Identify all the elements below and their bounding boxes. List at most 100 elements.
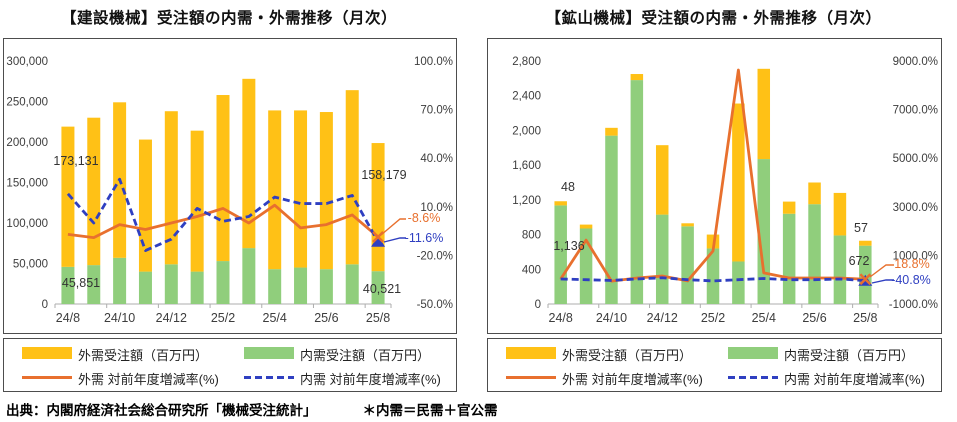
bar-segment: [242, 248, 256, 304]
right-axis-tick: 3000.0%: [893, 202, 938, 214]
left-axis-tick: 0: [535, 299, 541, 311]
legend-label-domestic-yoy: 内需 対前年度増減率(%): [300, 372, 441, 387]
x-axis-label: 24/10: [104, 311, 135, 325]
legend-label-foreign-yoy: 外需 対前年度増減率(%): [78, 372, 219, 387]
bar-segment: [138, 271, 152, 304]
data-label: 45,851: [62, 276, 100, 290]
left-axis-tick: 800: [522, 230, 541, 242]
left-axis-tick: 50,000: [13, 259, 48, 271]
left-axis-tick: 2,000: [512, 125, 541, 137]
mining-combo-chart: 0 400 800 1,200 1,600 2,000 2,400 2,800 -1000.0%…: [512, 56, 938, 325]
bar-segment: [681, 223, 694, 227]
x-axis-label: 25/8: [853, 311, 877, 325]
line-series: [66, 177, 380, 252]
bar-segment: [732, 103, 745, 262]
bar-segment: [757, 159, 771, 304]
data-label: -11.6%: [405, 231, 444, 245]
x-axis-label: 25/4: [263, 311, 287, 325]
bar-segment: [706, 248, 720, 304]
left-axis-tick: 150,000: [6, 178, 48, 190]
left-axis-tick: 2,800: [512, 56, 541, 68]
x-axis-label: 25/2: [701, 311, 725, 325]
bar-segment: [808, 204, 821, 304]
bar-segment: [371, 143, 385, 272]
legend-swatch-foreign-bar: [22, 347, 72, 359]
bar-segment: [833, 235, 847, 304]
line-series: [67, 203, 379, 239]
bar-segment: [164, 264, 178, 304]
bar-segment: [242, 78, 256, 249]
construction-combo-chart: 0 50,000 100,000 150,000 200,000 250,000 300,0…: [6, 56, 453, 325]
data-label: 18.8%: [894, 257, 929, 271]
legend-swatch-foreign-bar: [506, 347, 556, 359]
data-label: 48: [561, 180, 575, 194]
right-axis-tick: 9000.0%: [893, 56, 938, 68]
right-axis-tick: 1000.0%: [893, 250, 938, 262]
legend-swatch-domestic-bar: [728, 347, 778, 359]
left-axis-tick: 200,000: [6, 137, 48, 149]
chart-area-construction: 0 50,000 100,000 150,000 200,000 250,000 300,0…: [3, 38, 457, 334]
leader-line: [383, 237, 406, 243]
data-label: -8.6%: [408, 211, 441, 225]
chart-title-mining: 【鉱山機械】受注額の内需・外需推移（月次）: [545, 10, 882, 27]
x-axis-label: 24/10: [596, 311, 627, 325]
data-label: 672: [849, 254, 870, 268]
right-axis-tick: 10.0%: [420, 202, 453, 214]
left-axis-tick: 300,000: [6, 56, 48, 68]
bar-segment: [732, 261, 745, 304]
legend-swatch-domestic-line: [728, 376, 778, 379]
right-axis-tick: -20.0%: [417, 250, 453, 262]
right-axis-tick: 100.0%: [414, 56, 453, 68]
left-axis-tick: 0: [42, 299, 48, 311]
bar-segment: [345, 264, 359, 304]
legend-construction: 外需受注額（百万円） 内需受注額（百万円） 外需 対前年度増減率(%) 内需 対…: [3, 338, 457, 392]
bar-segment: [605, 127, 618, 136]
bar-segment: [164, 111, 178, 265]
source-note-row: 出典：内閣府経済社会総合研究所「機械受注統計」 ＊内需＝民需＋官公需: [6, 399, 498, 419]
bar-segment: [782, 201, 796, 214]
legend-swatch-foreign-line: [22, 376, 72, 379]
bar-segment: [630, 80, 644, 304]
bar-segment: [681, 226, 694, 304]
bar-segment: [294, 110, 308, 268]
data-label: 1,136: [553, 239, 584, 253]
bar-segment: [294, 267, 308, 304]
source-text: 出典：内閣府経済社会総合研究所「機械受注統計」: [6, 403, 317, 418]
data-label: -40.8%: [891, 273, 931, 287]
bar-segment: [554, 201, 567, 206]
left-axis-tick: 250,000: [6, 97, 48, 109]
legend-label-domestic-orders: 内需受注額（百万円）: [784, 348, 915, 363]
legend-label-domestic-yoy: 内需 対前年度増減率(%): [784, 372, 925, 387]
leader-line: [869, 264, 894, 278]
legend-swatch-foreign-line: [506, 376, 556, 379]
bar-segment: [138, 139, 152, 272]
legend-swatch-domestic-line: [244, 376, 294, 379]
line-series: [560, 276, 866, 283]
data-label: 57: [854, 221, 868, 235]
bar-segment: [87, 117, 101, 266]
leader-line: [380, 218, 406, 236]
chart-title-construction: 【建設機械】受注額の内需・外需推移（月次）: [60, 10, 397, 27]
bar-segment: [782, 213, 796, 304]
bar-segment: [605, 135, 618, 304]
bar-segment: [216, 95, 230, 262]
end-marker-triangle: [371, 235, 386, 247]
bar-segment: [61, 266, 75, 304]
left-axis-tick: 1,600: [512, 160, 541, 172]
end-marker-x: [859, 273, 872, 286]
bar-segment: [554, 205, 567, 304]
right-axis-tick: -50.0%: [417, 299, 453, 311]
data-label: 158,179: [361, 168, 406, 182]
legend-mining: 外需受注額（百万円） 内需受注額（百万円） 外需 対前年度増減率(%) 内需 対…: [487, 338, 942, 392]
leader-line: [871, 279, 894, 284]
bar-segment: [808, 182, 821, 205]
x-axis-label: 24/12: [156, 311, 187, 325]
bar-segment: [757, 68, 771, 160]
bar-segment: [87, 265, 101, 304]
legend-swatch-domestic-bar: [244, 347, 294, 359]
right-axis-tick: 7000.0%: [893, 105, 938, 117]
bar-segment: [371, 271, 385, 304]
bar-segment: [579, 224, 593, 229]
legend-label-foreign-orders: 外需受注額（百万円）: [78, 348, 209, 363]
